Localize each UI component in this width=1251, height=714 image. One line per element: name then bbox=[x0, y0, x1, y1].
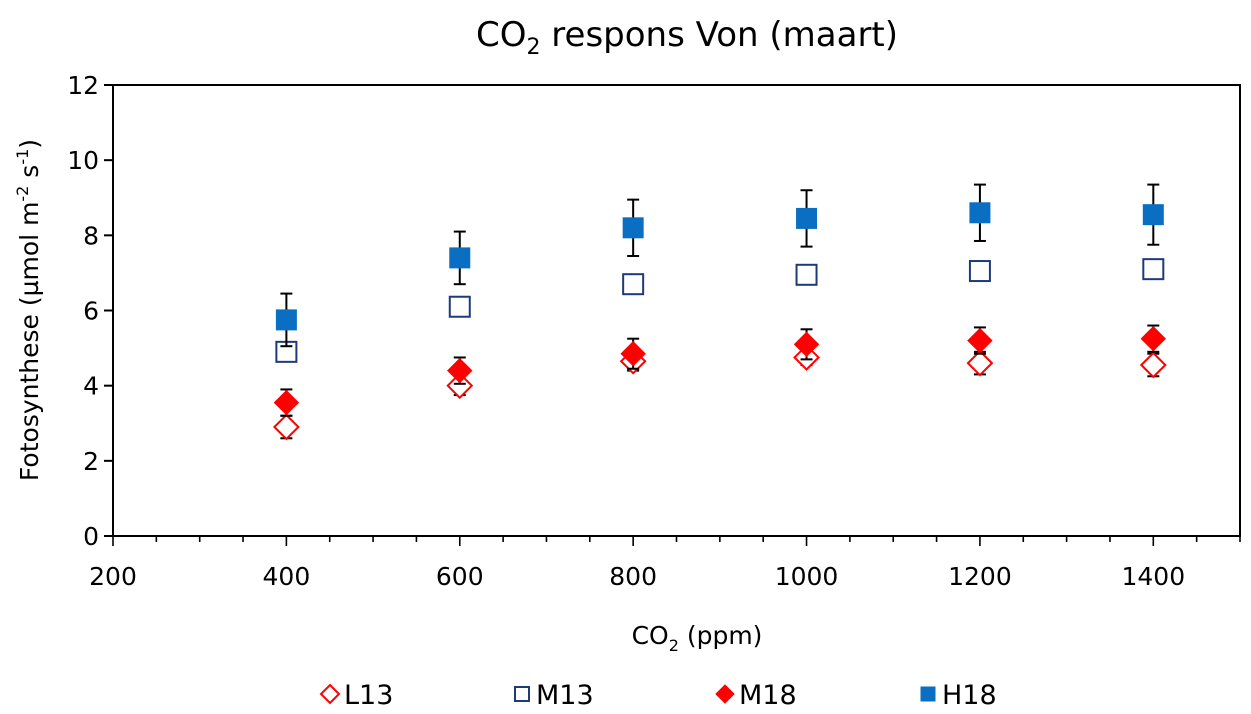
series-m13 bbox=[275, 258, 1165, 363]
data-point bbox=[796, 207, 818, 229]
y-tick-label: 8 bbox=[83, 221, 99, 250]
data-point bbox=[275, 309, 297, 331]
data-point bbox=[273, 389, 300, 416]
data-point bbox=[620, 341, 646, 367]
x-tick-label: 200 bbox=[89, 562, 137, 591]
data-point bbox=[795, 263, 818, 286]
legend-label: L13 bbox=[344, 680, 393, 711]
legend-item-l13: L13 bbox=[319, 680, 393, 711]
data-point bbox=[1142, 258, 1165, 281]
data-point bbox=[1139, 351, 1167, 379]
legend-marker bbox=[920, 686, 936, 702]
data-point bbox=[793, 331, 820, 358]
x-tick-label: 800 bbox=[609, 562, 657, 591]
data-point bbox=[622, 273, 645, 296]
data-point bbox=[967, 327, 993, 354]
y-tick-label: 10 bbox=[67, 146, 99, 175]
legend-label: M18 bbox=[739, 680, 797, 711]
series-m18 bbox=[273, 324, 1167, 417]
x-tick-label: 1000 bbox=[775, 562, 839, 591]
x-axis: 200 400 600 800 1000 1200 1400 bbox=[89, 536, 1241, 591]
data-point bbox=[1142, 204, 1164, 226]
series-layer bbox=[272, 183, 1167, 441]
series-h18 bbox=[275, 183, 1164, 348]
y-tick-label: 12 bbox=[67, 71, 99, 100]
data-point bbox=[1140, 325, 1167, 352]
legend-label: M13 bbox=[536, 680, 594, 711]
data-point bbox=[969, 202, 991, 224]
legend-marker bbox=[715, 684, 735, 704]
x-tick-label: 1200 bbox=[948, 562, 1012, 591]
y-axis: 0 2 4 6 8 10 12 bbox=[67, 71, 113, 551]
y-tick-label: 6 bbox=[83, 297, 99, 326]
x-tick-label: 400 bbox=[263, 562, 311, 591]
data-point bbox=[448, 295, 471, 318]
x-tick-label: 600 bbox=[436, 562, 484, 591]
legend-item-m13: M13 bbox=[514, 680, 594, 711]
data-point bbox=[968, 260, 991, 283]
y-axis-label: Fotosynthese (µmol m-2 s-1) bbox=[13, 139, 44, 481]
y-tick-label: 2 bbox=[83, 447, 99, 476]
data-point bbox=[446, 372, 474, 400]
y-tick-label: 0 bbox=[83, 522, 99, 551]
x-axis-label: CO2 (ppm) bbox=[632, 621, 763, 655]
x-tick-label: 1400 bbox=[1121, 562, 1185, 591]
data-point bbox=[622, 217, 644, 239]
legend-item-m18: M18 bbox=[715, 680, 797, 711]
legend-marker bbox=[514, 686, 530, 702]
legend: L13 M13 M18 H18 bbox=[319, 680, 997, 711]
y-tick-label: 4 bbox=[83, 372, 99, 401]
legend-label: H18 bbox=[942, 680, 997, 711]
series-l13 bbox=[272, 344, 1167, 441]
data-point bbox=[966, 349, 994, 377]
legend-item-h18: H18 bbox=[920, 680, 997, 711]
data-point bbox=[272, 413, 300, 441]
chart-title: CO2 respons Von (maart) bbox=[476, 15, 898, 60]
legend-marker bbox=[319, 683, 341, 705]
data-point bbox=[449, 247, 471, 269]
data-point bbox=[447, 357, 473, 384]
